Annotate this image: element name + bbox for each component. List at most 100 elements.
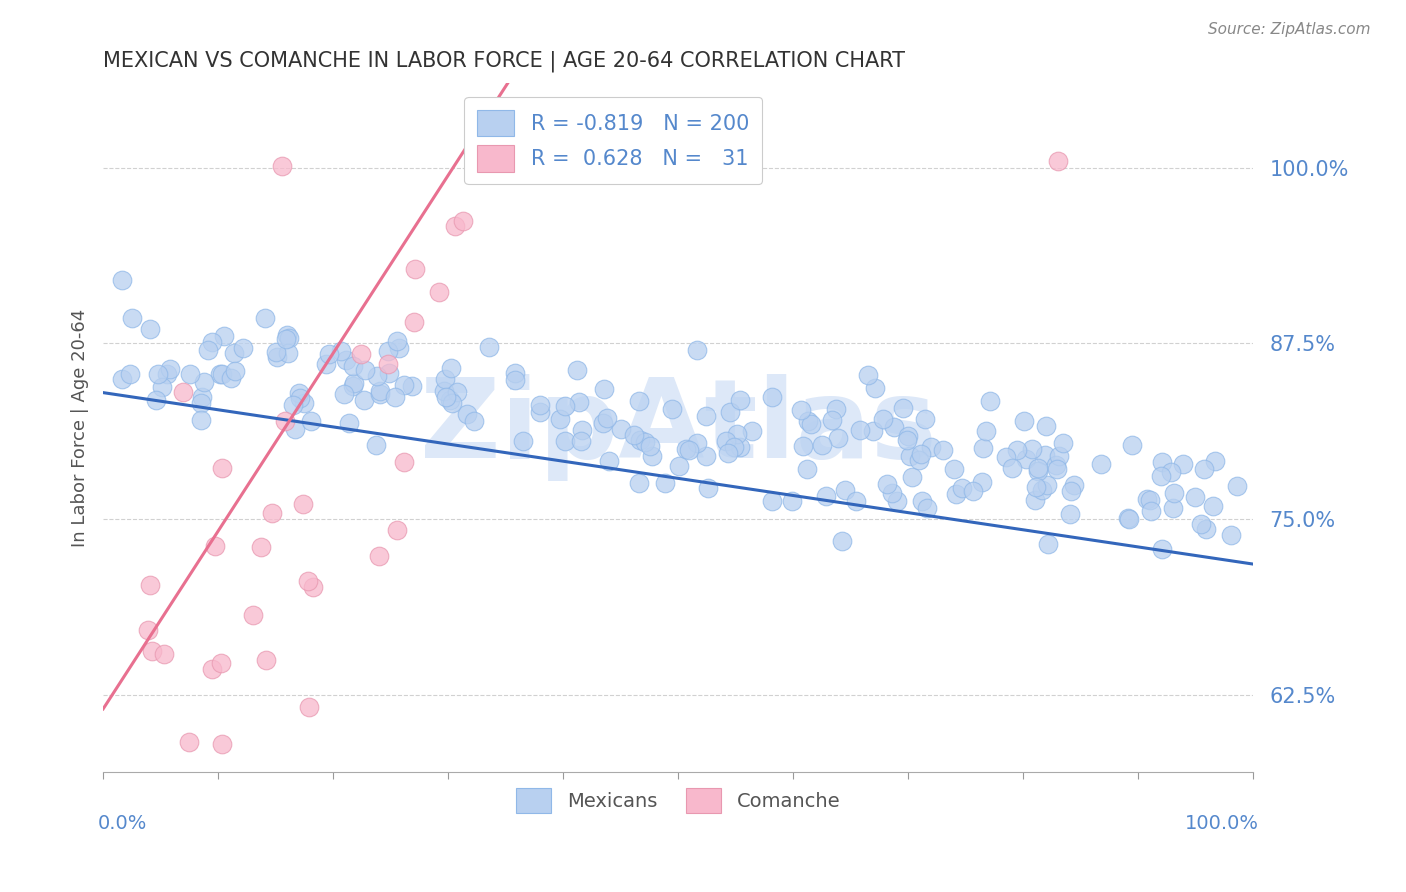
Point xyxy=(761,391,783,405)
Point xyxy=(741,425,763,439)
Point xyxy=(825,402,848,417)
Point xyxy=(433,384,456,398)
Point xyxy=(283,398,305,412)
Point xyxy=(440,396,463,410)
Point xyxy=(720,405,742,419)
Point xyxy=(914,412,936,426)
Point xyxy=(1171,458,1194,472)
Point xyxy=(146,367,169,381)
Point xyxy=(242,608,264,623)
Point xyxy=(1090,457,1112,471)
Point xyxy=(845,494,868,508)
Point xyxy=(297,574,319,588)
Point xyxy=(276,327,298,342)
Point xyxy=(439,393,461,408)
Point xyxy=(686,343,709,357)
Point xyxy=(434,391,457,405)
Point xyxy=(392,378,415,392)
Point xyxy=(638,439,661,453)
Text: 0.0%: 0.0% xyxy=(97,814,146,832)
Point xyxy=(337,416,360,430)
Point xyxy=(1036,537,1059,551)
Point xyxy=(827,431,849,445)
Point xyxy=(1184,490,1206,504)
Point xyxy=(641,449,664,463)
Point xyxy=(266,351,288,365)
Point xyxy=(284,422,307,436)
Point xyxy=(1150,469,1173,483)
Point xyxy=(1063,478,1085,492)
Point xyxy=(654,475,676,490)
Text: 100.0%: 100.0% xyxy=(1185,814,1260,832)
Point xyxy=(1195,522,1218,536)
Point xyxy=(628,434,651,448)
Point xyxy=(717,445,740,459)
Point xyxy=(366,368,388,383)
Point xyxy=(811,438,834,452)
Point xyxy=(224,364,246,378)
Point xyxy=(1118,512,1140,526)
Point xyxy=(568,394,591,409)
Point xyxy=(222,346,245,360)
Point xyxy=(628,394,651,409)
Point xyxy=(1036,478,1059,492)
Point xyxy=(402,314,425,328)
Point xyxy=(299,414,322,428)
Point xyxy=(862,424,884,438)
Point xyxy=(974,424,997,438)
Point xyxy=(668,458,690,473)
Point xyxy=(610,422,633,436)
Point xyxy=(723,441,745,455)
Legend: Mexicans, Comanche: Mexicans, Comanche xyxy=(505,776,852,824)
Point xyxy=(141,643,163,657)
Point xyxy=(962,484,984,499)
Point xyxy=(920,440,942,454)
Point xyxy=(792,439,814,453)
Point xyxy=(863,381,886,395)
Point xyxy=(972,475,994,490)
Point xyxy=(1046,153,1069,168)
Point xyxy=(368,549,391,564)
Point xyxy=(120,367,142,381)
Point xyxy=(907,453,929,467)
Point xyxy=(190,396,212,410)
Point xyxy=(456,407,478,421)
Point xyxy=(623,428,645,442)
Point xyxy=(1007,443,1029,458)
Point xyxy=(503,373,526,387)
Point xyxy=(385,334,408,349)
Point xyxy=(910,447,932,461)
Point xyxy=(427,285,450,299)
Point xyxy=(477,340,499,354)
Point xyxy=(364,438,387,452)
Point xyxy=(821,413,844,427)
Point xyxy=(831,534,853,549)
Point xyxy=(495,153,517,168)
Point xyxy=(377,357,399,371)
Point xyxy=(111,273,134,287)
Point xyxy=(384,391,406,405)
Point xyxy=(377,344,399,359)
Point xyxy=(209,367,232,381)
Point xyxy=(1035,419,1057,434)
Point xyxy=(945,486,967,500)
Point xyxy=(1021,442,1043,456)
Point xyxy=(1116,511,1139,525)
Point xyxy=(156,367,179,381)
Point xyxy=(1052,436,1074,450)
Point xyxy=(911,493,934,508)
Point xyxy=(288,391,311,405)
Point xyxy=(849,423,872,437)
Point xyxy=(179,735,201,749)
Point xyxy=(1121,438,1143,452)
Point xyxy=(554,434,576,448)
Point xyxy=(209,656,232,670)
Point xyxy=(1060,483,1083,498)
Point xyxy=(1139,492,1161,507)
Point xyxy=(550,412,572,426)
Point xyxy=(503,366,526,380)
Point xyxy=(571,423,593,437)
Point xyxy=(1047,449,1070,463)
Point xyxy=(1140,504,1163,518)
Point xyxy=(883,419,905,434)
